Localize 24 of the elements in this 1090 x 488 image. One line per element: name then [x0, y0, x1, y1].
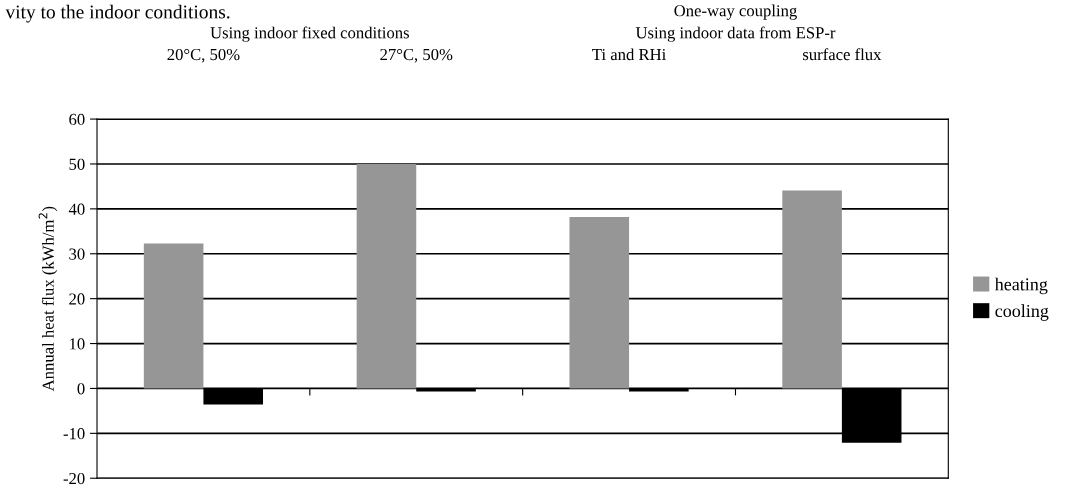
y-tick-label: 40 [68, 203, 85, 215]
y-tick-label: 50 [69, 158, 85, 170]
legend-label: heating [994, 277, 1048, 295]
x-tick-label: 27°C, 50% [380, 48, 453, 63]
legend-label: cooling [995, 304, 1049, 321]
bar [356, 163, 417, 389]
bar [569, 216, 630, 389]
y-tick-label: -20 [63, 472, 85, 485]
y-tick-label: 30 [69, 248, 85, 260]
text: Using indoor fixed conditions [210, 26, 409, 42]
x-tick-label: Ti and RHi [592, 48, 666, 61]
y-tick-label: 20 [69, 293, 85, 305]
bar [782, 190, 842, 389]
y-axis-title: Annual heat flux (kWh/m$^{2}$) [38, 206, 58, 392]
text: One-way coupling [674, 4, 797, 20]
bar [143, 243, 204, 389]
y-tick-label: 0 [77, 383, 85, 395]
text: vity to the indoor conditions. [5, 4, 230, 23]
text: Using indoor data from ESP-r [635, 26, 836, 42]
x-tick-label: surface flux [803, 48, 882, 61]
y-tick-label: 60 [69, 113, 85, 126]
y-tick-label: 10 [70, 338, 85, 350]
y-tick-label: -10 [63, 428, 85, 440]
x-tick-label: 20°C, 50% [167, 48, 240, 63]
